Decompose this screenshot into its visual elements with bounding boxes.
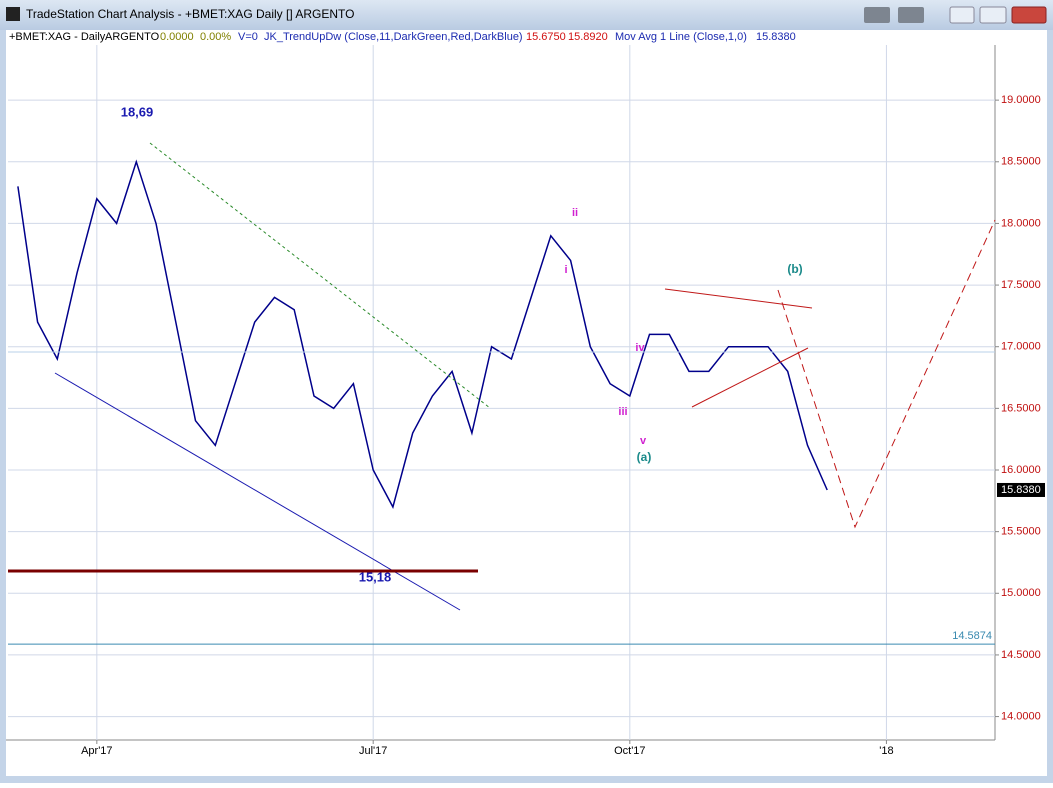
y-tick-label: 18.5000 — [1001, 156, 1041, 168]
change-pct: 0.00% — [200, 31, 231, 43]
y-tick-label: 17.0000 — [1001, 341, 1041, 353]
wave-label: iii — [618, 406, 627, 418]
wave-label: iv — [635, 342, 645, 354]
y-tick-label: 19.0000 — [1001, 94, 1041, 106]
change: 0.0000 — [160, 31, 194, 43]
window-title: TradeStation Chart Analysis - +BMET:XAG … — [26, 7, 354, 21]
y-tick-label: 16.5000 — [1001, 402, 1041, 414]
description: ARGENTO — [105, 31, 160, 43]
chart-area — [6, 30, 1047, 776]
trend-line — [691, 347, 809, 408]
last-price-box — [997, 482, 1045, 497]
y-tick-label: 14.5000 — [1001, 649, 1041, 661]
wave-label: i — [564, 264, 567, 276]
drawings — [8, 142, 996, 611]
y-tick-label: 16.0000 — [1001, 464, 1041, 476]
indicator-value: 15.8920 — [568, 31, 608, 43]
trend-line — [664, 288, 813, 309]
reference-label: 14.5874 — [952, 630, 992, 642]
menu-button[interactable] — [898, 7, 924, 23]
symbol: +BMET:XAG - Daily — [9, 31, 106, 43]
wave-label: (b) — [787, 262, 802, 276]
x-tick-label: Jul'17 — [359, 745, 387, 757]
projection-line — [777, 219, 996, 529]
plot — [8, 45, 995, 740]
close-button[interactable] — [1011, 6, 1047, 24]
y-tick-label: 15.5000 — [1001, 526, 1041, 538]
volume: V=0 — [238, 31, 258, 43]
wave-label: 15,18 — [359, 569, 392, 584]
maximize-button[interactable] — [979, 6, 1007, 24]
symbol-button[interactable] — [864, 7, 890, 23]
price-line — [17, 159, 828, 510]
wave-label: (a) — [637, 450, 652, 464]
wave-label: ii — [572, 207, 578, 219]
wave-label: 18,69 — [121, 104, 154, 119]
wave-label: v — [640, 435, 647, 447]
app-icon — [6, 7, 20, 21]
indicator: JK_TrendUpDw (Close,11,DarkGreen,Red,Dar… — [264, 31, 523, 43]
chart-header: +BMET:XAG - Daily ARGENTO 0.0000 0.00% V… — [9, 31, 796, 43]
y-tick-label: 18.0000 — [1001, 217, 1041, 229]
x-tick-label: Apr'17 — [81, 745, 112, 757]
y-tick-label: 17.5000 — [1001, 279, 1041, 291]
y-tick-label: 14.0000 — [1001, 710, 1041, 722]
minimize-button[interactable] — [949, 6, 975, 24]
x-tick-label: Oct'17 — [614, 745, 645, 757]
y-tick-label: 15.0000 — [1001, 587, 1041, 599]
indicator-value: 15.6750 — [526, 31, 566, 43]
indicator-value: 15.8380 — [756, 31, 796, 43]
last-price-label: 15.8380 — [1001, 484, 1041, 496]
x-tick-label: '18 — [879, 745, 893, 757]
indicator: Mov Avg 1 Line (Close,1,0) — [615, 31, 747, 43]
